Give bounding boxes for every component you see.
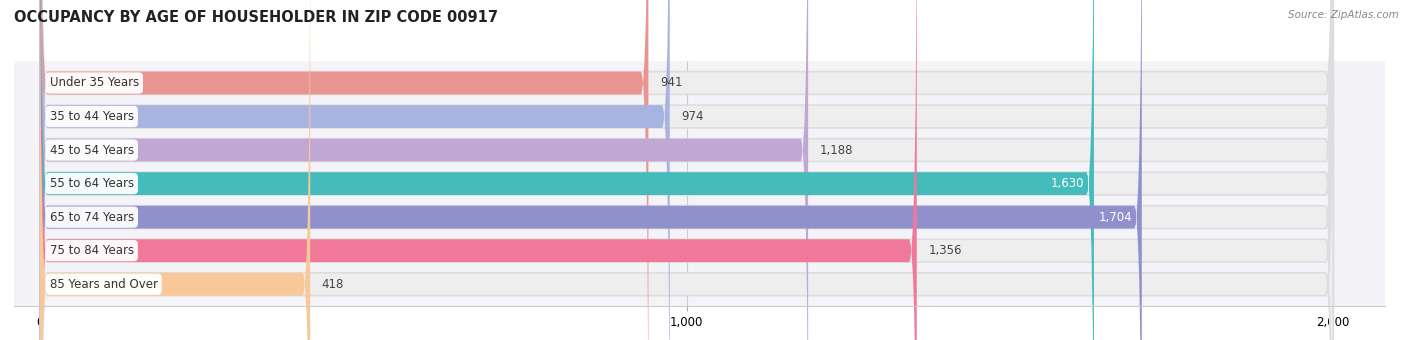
Text: 1,356: 1,356 xyxy=(928,244,962,257)
Text: Source: ZipAtlas.com: Source: ZipAtlas.com xyxy=(1288,10,1399,20)
FancyBboxPatch shape xyxy=(39,0,1333,340)
FancyBboxPatch shape xyxy=(39,0,1333,340)
Text: 55 to 64 Years: 55 to 64 Years xyxy=(49,177,134,190)
Text: 418: 418 xyxy=(322,278,344,291)
Text: 65 to 74 Years: 65 to 74 Years xyxy=(49,211,134,224)
Text: 45 to 54 Years: 45 to 54 Years xyxy=(49,143,134,156)
FancyBboxPatch shape xyxy=(39,0,917,340)
Text: Under 35 Years: Under 35 Years xyxy=(49,76,139,89)
FancyBboxPatch shape xyxy=(39,0,311,340)
FancyBboxPatch shape xyxy=(39,0,648,340)
FancyBboxPatch shape xyxy=(39,0,1333,340)
Text: 75 to 84 Years: 75 to 84 Years xyxy=(49,244,134,257)
Text: 1,704: 1,704 xyxy=(1098,211,1132,224)
Text: 1,630: 1,630 xyxy=(1050,177,1084,190)
Text: OCCUPANCY BY AGE OF HOUSEHOLDER IN ZIP CODE 00917: OCCUPANCY BY AGE OF HOUSEHOLDER IN ZIP C… xyxy=(14,10,498,25)
FancyBboxPatch shape xyxy=(39,0,1333,340)
FancyBboxPatch shape xyxy=(39,0,1142,340)
FancyBboxPatch shape xyxy=(39,0,1333,340)
FancyBboxPatch shape xyxy=(39,0,808,340)
FancyBboxPatch shape xyxy=(39,0,1333,340)
Text: 941: 941 xyxy=(659,76,682,89)
FancyBboxPatch shape xyxy=(39,0,1333,340)
FancyBboxPatch shape xyxy=(39,0,1094,340)
Text: 85 Years and Over: 85 Years and Over xyxy=(49,278,157,291)
FancyBboxPatch shape xyxy=(39,0,669,340)
Text: 1,188: 1,188 xyxy=(820,143,853,156)
Text: 974: 974 xyxy=(682,110,704,123)
Text: 35 to 44 Years: 35 to 44 Years xyxy=(49,110,134,123)
